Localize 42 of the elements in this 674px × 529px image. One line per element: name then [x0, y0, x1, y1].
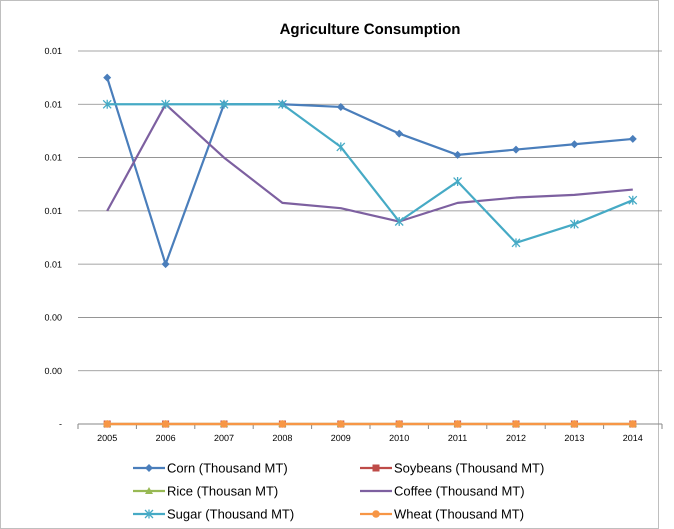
y-tick-label: 0.00: [44, 312, 62, 323]
x-tick-label: 2012: [506, 433, 526, 443]
legend-label: Rice (Thousan MT): [167, 484, 278, 499]
x-tick-label: 2005: [97, 433, 118, 443]
legend-label: Corn (Thousand MT): [167, 460, 288, 476]
legend-label: Soybeans (Thousand MT): [394, 460, 544, 476]
x-tick-label: 2011: [448, 433, 468, 443]
y-tick-label: 0.01: [44, 152, 62, 163]
point: [454, 150, 462, 159]
x-tick-label: 2007: [214, 433, 234, 443]
point: [394, 216, 404, 227]
legend-label: Sugar (Thousand MT): [167, 506, 294, 522]
y-tick-label: -: [59, 419, 62, 430]
point: [511, 238, 521, 248]
point: [336, 102, 345, 111]
point: [336, 142, 346, 152]
x-tick-label: 2013: [564, 433, 584, 443]
x-tick-label: 2009: [330, 433, 351, 443]
chart-title: Agriculture Consumption: [280, 21, 460, 38]
point: [162, 260, 170, 268]
point: [628, 195, 638, 206]
x-tick-label: 2010: [389, 433, 410, 443]
y-tick-label: 0.00: [44, 366, 62, 376]
point: [570, 140, 578, 148]
point: [512, 146, 520, 154]
point: [628, 134, 637, 143]
y-tick-label: 0.01: [44, 99, 62, 110]
y-tick-label: 0.01: [44, 46, 62, 56]
point: [452, 176, 462, 187]
legend-label: Wheat (Thousand MT): [394, 506, 524, 522]
point: [103, 74, 112, 82]
y-tick-label: 0.01: [44, 259, 62, 270]
line-series: [106, 103, 634, 223]
point: [102, 99, 112, 110]
point: [570, 219, 580, 230]
x-tick-label: 2014: [622, 433, 643, 443]
x-tick-label: 2008: [272, 433, 292, 443]
legend-label: Coffee (Thousand MT): [394, 484, 525, 499]
y-tick-label: 0.01: [44, 206, 62, 216]
point: [395, 130, 404, 138]
x-tick-label: 2006: [156, 433, 176, 443]
point: [160, 99, 170, 110]
